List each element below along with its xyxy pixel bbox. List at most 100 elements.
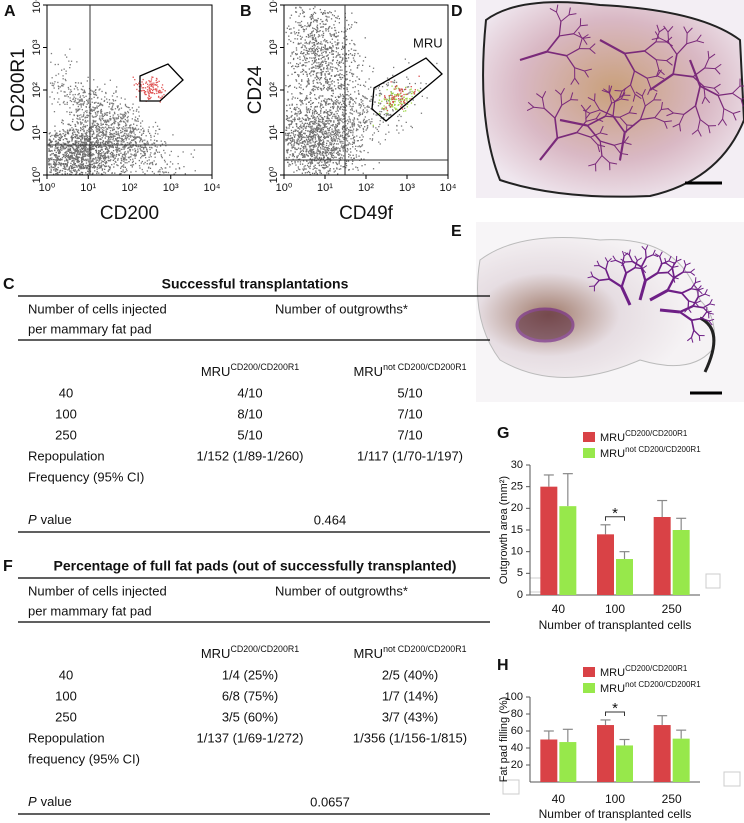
- event-dot: [316, 72, 318, 74]
- event-dot: [100, 120, 102, 122]
- event-dot: [312, 168, 314, 170]
- event-dot: [347, 135, 349, 137]
- event-dot: [70, 156, 72, 158]
- event-dot: [309, 16, 311, 18]
- event-dot: [125, 124, 127, 126]
- event-dot: [131, 166, 133, 168]
- event-dot: [321, 145, 323, 147]
- duct: [609, 162, 618, 165]
- event-dot: [410, 125, 412, 127]
- event-dot: [59, 86, 61, 88]
- event-dot: [313, 131, 315, 134]
- duct: [672, 54, 678, 75]
- event-dot: [320, 135, 322, 138]
- event-dot: [345, 150, 347, 152]
- event-dot: [135, 152, 137, 154]
- event-dot: [97, 143, 99, 145]
- event-dot: [151, 161, 154, 164]
- event-dot: [107, 142, 109, 145]
- event-dot: [144, 154, 146, 156]
- event-dot: [92, 119, 94, 122]
- x-tick-label: 10¹: [80, 182, 96, 194]
- duct: [713, 83, 721, 89]
- event-dot: [370, 108, 372, 110]
- event-dot: [326, 115, 329, 117]
- event-dot: [292, 126, 294, 128]
- event-dot: [57, 146, 59, 148]
- event-dot: [58, 98, 60, 100]
- event-dot: [351, 75, 354, 77]
- event-dot: [318, 97, 320, 99]
- event-dot: [113, 143, 115, 145]
- event-dot: [122, 117, 124, 119]
- event-dot: [297, 143, 300, 145]
- event-dot: [99, 138, 101, 140]
- event-dot: [369, 65, 371, 67]
- event-dot: [339, 96, 341, 98]
- event-dot: [120, 148, 122, 151]
- event-dot: [111, 109, 113, 111]
- duct: [613, 144, 622, 154]
- event-dot: [67, 86, 69, 89]
- event-dot: [77, 168, 80, 170]
- event-dot: [68, 144, 70, 147]
- event-dot: [320, 157, 323, 160]
- event-dot: [115, 91, 117, 93]
- event-dot: [292, 154, 295, 157]
- event-dot: [101, 160, 103, 162]
- event-dot: [306, 85, 308, 87]
- event-dot: [307, 81, 309, 83]
- event-dot: [298, 134, 300, 137]
- event-dot: [80, 147, 83, 149]
- event-dot: [366, 111, 368, 114]
- event-dot: [317, 114, 320, 116]
- event-dot: [347, 149, 349, 151]
- event-dot: [152, 76, 154, 78]
- event-dot: [389, 113, 392, 116]
- event-dot: [343, 109, 345, 111]
- event-dot: [294, 71, 296, 74]
- event-dot: [330, 66, 332, 68]
- event-dot: [316, 65, 318, 67]
- event-dot: [108, 106, 110, 108]
- event-dot: [385, 115, 387, 117]
- event-dot: [101, 131, 103, 133]
- event-dot: [78, 93, 80, 95]
- duct: [673, 271, 684, 279]
- event-dot: [83, 102, 85, 104]
- event-dot: [361, 144, 364, 146]
- event-dot: [80, 166, 82, 168]
- event-dot: [337, 70, 339, 72]
- event-dot: [315, 170, 317, 172]
- event-dot: [392, 110, 394, 112]
- event-dot: [291, 155, 294, 157]
- event-dot: [383, 109, 385, 111]
- event-dot: [90, 166, 92, 168]
- event-dot: [301, 102, 303, 104]
- event-dot: [70, 162, 72, 164]
- event-dot: [81, 128, 83, 131]
- event-dot: [337, 86, 339, 89]
- event-dot: [308, 80, 310, 82]
- duct: [566, 48, 580, 57]
- event-dot: [310, 15, 312, 17]
- event-dot: [304, 168, 306, 170]
- event-dot: [286, 27, 288, 29]
- event-dot: [333, 113, 336, 115]
- event-dot: [150, 136, 152, 138]
- event-dot: [351, 122, 353, 124]
- event-dot: [50, 61, 52, 63]
- event-dot: [132, 164, 135, 166]
- event-dot: [125, 124, 128, 126]
- event-dot: [306, 164, 309, 167]
- event-dot: [347, 123, 349, 125]
- event-dot: [325, 71, 327, 73]
- event-dot: [328, 120, 330, 122]
- event-dot: [393, 66, 395, 69]
- event-dot: [347, 119, 349, 121]
- event-dot: [318, 164, 320, 166]
- event-dot: [128, 161, 130, 163]
- event-dot: [316, 81, 318, 84]
- event-dot: [318, 30, 320, 33]
- event-dot: [317, 55, 319, 57]
